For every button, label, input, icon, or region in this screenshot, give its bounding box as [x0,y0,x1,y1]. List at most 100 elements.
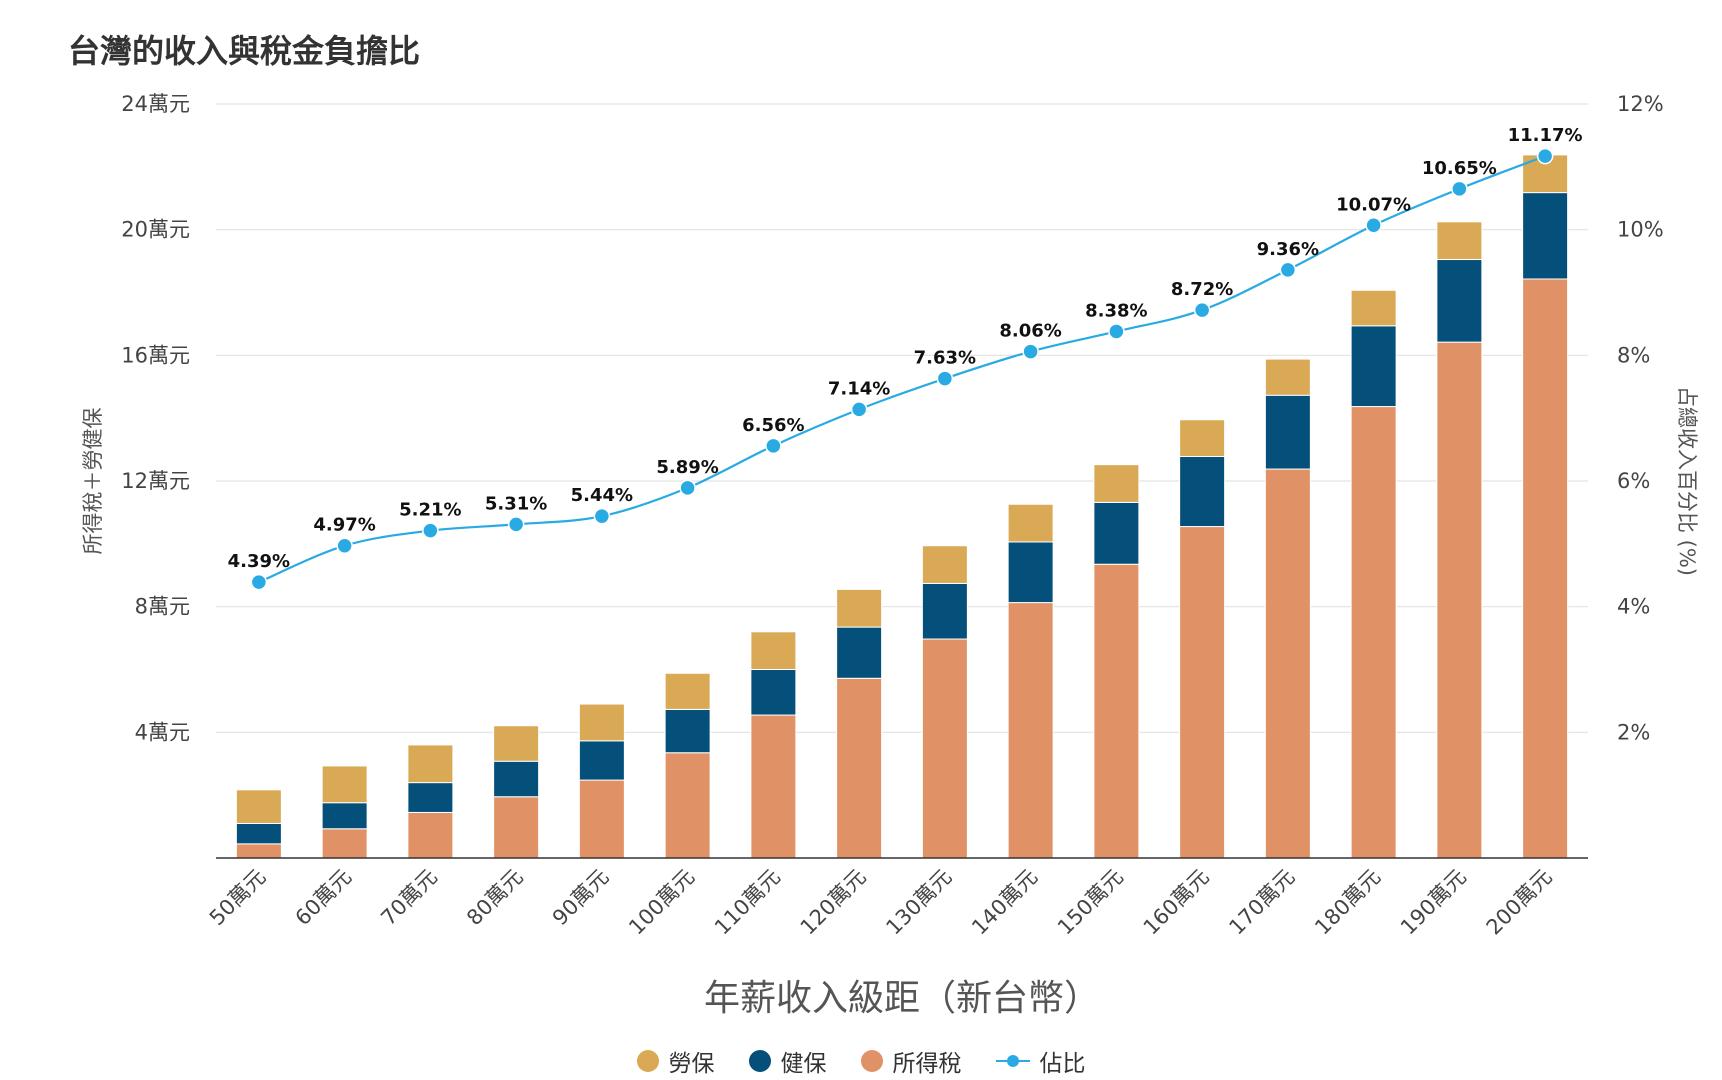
bar-segment [1179,419,1226,457]
bar-segment [1350,289,1397,327]
ratio-data-label: 11.17% [1508,125,1583,146]
y-tick-label: 16萬元 [121,343,190,367]
ratio-data-label: 4.39% [228,551,290,572]
bar-segment [493,725,540,762]
ratio-point [1451,180,1468,198]
legend-item: 所得稅 [860,1044,962,1078]
bar-segment [1093,563,1140,859]
legend-item: 勞保 [636,1044,715,1078]
bar-segment [921,638,968,859]
ratio-data-label: 8.06% [999,321,1061,342]
ratio-data-label: 5.44% [571,485,633,506]
x-tick-label: 140萬元 [967,865,1042,940]
bar-segment [235,843,282,859]
ratio-point [1536,147,1554,165]
legend-item: 健保 [748,1044,827,1078]
bar-segment [836,677,883,859]
ratio-point [1279,261,1297,279]
ratio-point [593,507,611,525]
y2-tick-label: 4% [1617,595,1650,619]
y2-tick-label: 2% [1617,720,1650,744]
ratio-point [936,370,954,387]
y-tick-label: 24萬元 [121,92,190,116]
ratio-point [1022,343,1039,360]
ratio-data-label: 10.07% [1336,194,1411,215]
bar-segment [1179,455,1226,528]
bar-segment [750,669,797,716]
bar-segment [1350,406,1397,859]
bar-segment [1093,501,1140,565]
bar-segment [1007,541,1054,604]
ratio-point [1108,323,1125,340]
bar-segment [1436,341,1483,859]
bar-segment [1436,259,1483,343]
y-axis-title: 所得稅＋勞健保 [81,408,105,555]
bar-segment [1522,278,1569,859]
bar-segment [407,782,454,813]
bar-segment [578,740,625,781]
bar-segment [578,703,625,742]
ratio-point [765,437,782,455]
x-tick-label: 190萬元 [1396,865,1471,940]
bar-segment [321,828,368,859]
x-tick-label: 70萬元 [376,865,442,931]
bar-segment [921,582,968,640]
ratio-point [679,479,696,497]
ratio-data-label: 4.97% [313,515,375,536]
legend-swatch [748,1050,771,1072]
x-tick-label: 120萬元 [796,865,871,940]
ratio-data-label: 8.72% [1171,279,1233,300]
bars [235,154,1569,859]
y-tick-label: 20萬元 [121,218,190,242]
bar-segment [1007,503,1054,543]
x-axis-title: 年薪收入級距（新台幣） [704,978,1100,1019]
ratio-data-label: 5.31% [485,493,547,514]
legend-swatch [636,1050,659,1072]
bar-segment [1436,221,1483,261]
bar-segment [836,626,883,679]
bar-segment [493,760,540,798]
bar-segment [750,714,797,859]
bar-segment [664,752,711,859]
legend-label: 勞保 [668,1051,715,1077]
bar-segment [750,631,797,670]
bar-segment [235,789,282,824]
bar-segment [836,588,883,628]
x-tick-label: 200萬元 [1482,865,1557,940]
ratio-data-label: 5.21% [399,500,461,521]
legend-line-marker [995,1050,1030,1072]
bar-segment [407,811,454,859]
bar-segment [1350,325,1397,408]
x-tick-label: 160萬元 [1139,865,1214,940]
y2-tick-label: 12% [1617,92,1664,116]
ratio-point [850,401,868,418]
y2-axis-title: 占總收入百分比 (%) [1675,386,1699,576]
bar-segment [1093,464,1140,503]
y2-tick-label: 6% [1617,469,1650,493]
x-tick-label: 180萬元 [1310,865,1385,940]
bar-segment [1264,394,1311,470]
ratio-line-path [258,155,1546,584]
bar-segment [664,708,711,754]
ratio-data-label: 5.89% [656,457,718,478]
legend-item: 佔比 [995,1044,1086,1078]
ratio-point [422,522,439,539]
bar-segment [1264,468,1311,859]
bar-segment [1522,192,1569,280]
x-tick-label: 50萬元 [205,865,271,931]
ratio-data-label: 9.36% [1257,239,1319,260]
ratio-data-label: 6.56% [742,415,804,436]
bar-segment [1179,526,1226,859]
y-tick-label: 12萬元 [121,469,190,493]
stacked-bar-line-chart: 4.39% 4.97% 5.21% 5.31% 5.44% 5.89% 6.56% 7.14%… [81,92,1699,1019]
ratio-point [1365,217,1382,234]
ratio-point [507,516,525,533]
legend: 勞保 健保 所得稅 佔比 [0,1044,1722,1078]
y-tick-label: 8萬元 [135,595,190,619]
x-tick-label: 90萬元 [548,865,614,931]
bar-segment [578,779,625,859]
y2-tick-label: 10% [1617,218,1664,242]
x-tick-label: 170萬元 [1224,865,1299,940]
bar-segment [321,765,368,804]
chart-title: 台灣的收入與稅金負擔比 [68,32,421,70]
